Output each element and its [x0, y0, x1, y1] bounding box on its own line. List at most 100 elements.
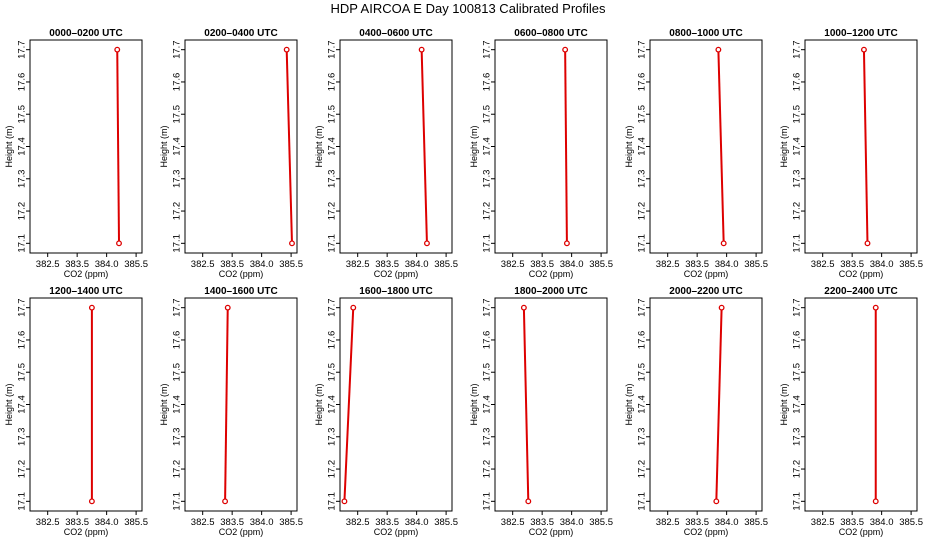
x-tick-label: 383.5 [530, 259, 554, 270]
x-axis-label: CO2 (ppm) [374, 269, 419, 279]
x-tick-label: 383.5 [220, 517, 244, 528]
y-tick-label: 17.4 [482, 395, 493, 414]
data-point [283, 46, 290, 53]
y-tick-label: 17.5 [172, 363, 183, 382]
x-tick-label: 385.5 [124, 259, 148, 270]
plot-frame [339, 39, 453, 254]
y-tick-label: 17.5 [482, 105, 493, 124]
panel-10: 1800–2000 UTC 382.5 383.5 384.0 385.5 17.1 17.… [469, 286, 613, 537]
data-point [222, 498, 229, 505]
y-tick-label: 17.4 [17, 137, 28, 156]
panel-title: 0800–1000 UTC [669, 28, 742, 39]
y-tick-label: 17.7 [637, 298, 648, 317]
y-tick-label: 17.3 [482, 170, 493, 189]
x-tick-label: 383.5 [375, 517, 399, 528]
profile-line [564, 49, 568, 244]
y-tick-label: 17.2 [17, 202, 28, 221]
data-point [864, 240, 871, 247]
data-point [718, 304, 725, 311]
data-point [341, 498, 348, 505]
y-axis-label: Height (m) [159, 125, 169, 167]
y-tick-label: 17.7 [17, 298, 28, 317]
y-tick-label: 17.2 [172, 460, 183, 479]
data-point [289, 240, 295, 247]
y-tick-label: 17.1 [327, 492, 338, 511]
data-point [563, 240, 570, 247]
data-point [525, 498, 532, 505]
x-tick-label: 383.5 [840, 259, 864, 270]
data-point [88, 498, 95, 505]
y-tick-label: 17.2 [327, 202, 338, 221]
y-tick-label: 17.5 [327, 105, 338, 124]
x-tick-label: 382.5 [811, 259, 835, 270]
data-point [350, 304, 357, 311]
panel-2: 0200–0400 UTC 382.5 383.5 384.0 385.5 17.1 17.… [159, 28, 303, 279]
y-tick-label: 17.6 [482, 331, 493, 350]
y-axis-label: Height (m) [469, 125, 479, 167]
y-tick-label: 17.3 [637, 170, 648, 189]
y-tick-label: 17.1 [17, 492, 28, 511]
y-tick-label: 17.2 [172, 202, 183, 221]
x-tick-label: 384.0 [405, 259, 429, 270]
y-tick-label: 17.5 [327, 363, 338, 382]
x-tick-label: 385.5 [899, 259, 923, 270]
panel-9: 1600–1800 UTC 382.5 383.5 384.0 385.5 17.1 17.… [314, 286, 458, 537]
plot-frame [804, 297, 918, 512]
panel-title: 1800–2000 UTC [514, 286, 587, 297]
y-tick-label: 17.2 [637, 460, 648, 479]
x-tick-label: 382.5 [191, 517, 215, 528]
data-point [872, 304, 879, 311]
y-tick-label: 17.3 [172, 170, 183, 189]
y-tick-label: 17.1 [637, 492, 648, 511]
profile-line [224, 307, 229, 502]
y-tick-label: 17.6 [17, 331, 28, 350]
y-tick-label: 17.4 [482, 137, 493, 156]
x-tick-label: 385.5 [279, 517, 303, 528]
y-tick-label: 17.3 [482, 428, 493, 447]
y-tick-label: 17.4 [327, 395, 338, 414]
y-tick-label: 17.4 [637, 395, 648, 414]
y-tick-label: 17.1 [792, 492, 803, 511]
x-tick-label: 384.0 [250, 259, 274, 270]
x-tick-label: 384.0 [95, 517, 119, 528]
y-tick-label: 17.2 [482, 460, 493, 479]
x-axis-label: CO2 (ppm) [684, 527, 729, 537]
panel-title: 0600–0800 UTC [514, 28, 587, 39]
plot-frame [494, 297, 608, 512]
data-point [562, 46, 569, 53]
y-tick-label: 17.7 [327, 40, 338, 59]
x-tick-label: 383.5 [65, 259, 89, 270]
y-axis-label: Height (m) [779, 383, 789, 425]
panel-title: 1400–1600 UTC [204, 286, 277, 297]
plot-frame [29, 297, 143, 512]
data-point [720, 240, 727, 247]
y-tick-label: 17.6 [637, 73, 648, 92]
panel-title: 0400–0600 UTC [359, 28, 432, 39]
x-tick-label: 385.5 [899, 517, 923, 528]
x-tick-label: 385.5 [434, 259, 458, 270]
y-tick-label: 17.3 [637, 428, 648, 447]
profile-line [420, 49, 428, 244]
y-tick-label: 17.2 [17, 460, 28, 479]
y-tick-label: 17.6 [327, 73, 338, 92]
profile-line [343, 307, 355, 502]
y-axis-label: Height (m) [624, 125, 634, 167]
y-tick-label: 17.5 [792, 363, 803, 382]
y-tick-label: 17.5 [792, 105, 803, 124]
panel-title: 1200–1400 UTC [49, 286, 122, 297]
y-tick-label: 17.7 [482, 298, 493, 317]
data-point [88, 304, 95, 311]
x-tick-label: 385.5 [279, 259, 303, 270]
y-tick-label: 17.1 [637, 234, 648, 253]
y-tick-label: 17.5 [637, 363, 648, 382]
profile-line [285, 49, 293, 244]
data-point [520, 304, 527, 311]
y-tick-label: 17.1 [327, 234, 338, 253]
profile-line [862, 49, 869, 244]
y-tick-label: 17.2 [637, 202, 648, 221]
x-axis-label: CO2 (ppm) [529, 527, 574, 537]
x-tick-label: 384.0 [715, 517, 739, 528]
x-tick-label: 382.5 [36, 259, 60, 270]
y-axis-label: Height (m) [4, 125, 14, 167]
